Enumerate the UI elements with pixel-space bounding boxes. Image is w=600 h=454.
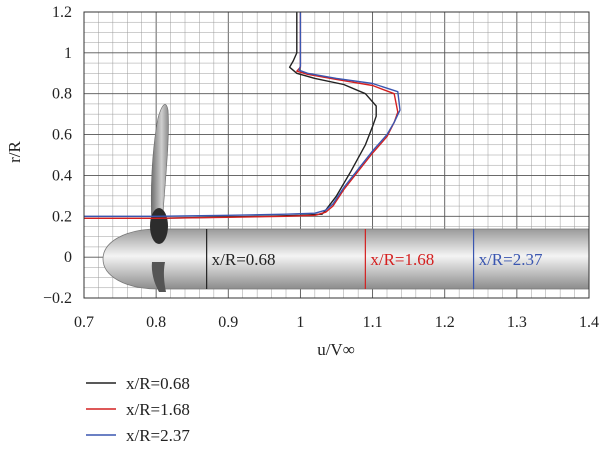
series-line [84,12,399,219]
legend-label: x/R=0.68 [126,374,190,393]
y-tick-label: 1 [64,45,72,62]
y-tick-labels: −0.2 0 0.2 0.4 0.6 0.8 1 1.2 [43,4,72,307]
legend-label: x/R=2.37 [126,426,190,445]
series-lines [84,12,401,219]
x-tick-label: 1 [296,314,304,331]
x-tick-label: 1.2 [435,314,455,331]
station-label: x/R=1.68 [370,250,434,269]
y-tick-label: 0.2 [52,208,72,225]
x-tick-labels: 0.7 0.8 0.9 1 1.1 1.2 1.3 1.4 [74,314,599,331]
hub-body [102,228,589,290]
station-label: x/R=2.37 [479,250,543,269]
x-tick-label: 1.1 [363,314,383,331]
plot-frame [83,11,590,299]
x-tick-label: 0.9 [218,314,238,331]
station-markers: x/R=0.68 x/R=1.68 x/R=2.37 [206,229,543,289]
y-tick-label: 0.6 [52,127,72,144]
x-tick-label: 1.4 [579,314,599,331]
y-tick-label: 0 [64,249,72,266]
y-tick-label: 0.4 [52,167,72,184]
y-axis-label: r/R [5,140,24,162]
propeller-blade-lower [151,262,166,292]
y-tick-label: 1.2 [52,4,72,21]
x-tick-label: 1.3 [507,314,527,331]
y-tick-label: −0.2 [43,290,72,307]
series-line [84,12,377,219]
x-tick-label: 0.7 [74,314,94,331]
series-line [84,12,401,217]
x-axis-label: u/V∞ [317,340,355,359]
axes-frame [83,11,590,299]
hub-body-illustration [102,104,589,292]
y-tick-label: 0.8 [52,86,72,103]
propeller-root [150,208,168,244]
legend: x/R=0.68 x/R=1.68 x/R=2.37 [86,374,190,445]
station-label: x/R=0.68 [212,250,276,269]
x-tick-label: 0.8 [146,314,166,331]
legend-label: x/R=1.68 [126,400,190,419]
propeller-blade-upper [150,104,169,229]
